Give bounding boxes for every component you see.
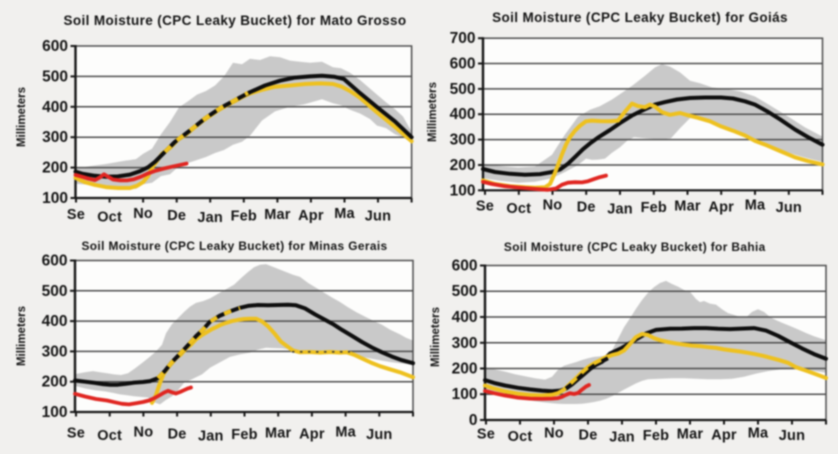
svg-text:500: 500 (452, 283, 478, 300)
svg-text:Mar: Mar (677, 427, 704, 443)
svg-text:Apr: Apr (711, 428, 737, 444)
svg-text:300: 300 (42, 129, 68, 146)
svg-text:400: 400 (450, 106, 476, 123)
svg-text:Ma: Ma (745, 197, 766, 213)
svg-text:300: 300 (452, 335, 478, 352)
svg-text:Oct: Oct (508, 429, 533, 445)
svg-text:No: No (544, 426, 564, 442)
svg-text:600: 600 (452, 258, 478, 275)
svg-text:Feb: Feb (231, 209, 257, 225)
svg-text:200: 200 (42, 160, 68, 177)
svg-text:300: 300 (42, 343, 68, 360)
svg-text:100: 100 (452, 386, 478, 403)
svg-text:100: 100 (42, 404, 68, 421)
svg-text:Se: Se (67, 207, 85, 223)
svg-text:600: 600 (450, 56, 476, 73)
svg-text:Feb: Feb (641, 200, 667, 216)
svg-text:No: No (134, 425, 154, 441)
svg-text:100: 100 (450, 182, 476, 199)
svg-text:Feb: Feb (231, 427, 257, 443)
svg-text:Mar: Mar (674, 199, 701, 215)
svg-text:Soil Moisture (CPC Leaky Bucke: Soil Moisture (CPC Leaky Bucket) for Bah… (504, 240, 766, 254)
svg-text:De: De (579, 427, 598, 443)
svg-text:700: 700 (450, 30, 476, 47)
svg-text:Ma: Ma (334, 206, 355, 222)
svg-text:200: 200 (452, 361, 478, 378)
svg-text:Apr: Apr (299, 427, 325, 443)
svg-text:Se: Se (476, 199, 494, 215)
svg-text:Soil Moisture (CPC Leaky Bucke: Soil Moisture (CPC Leaky Bucket) for Goi… (492, 10, 788, 25)
svg-text:Millimeters: Millimeters (16, 87, 28, 147)
svg-text:Apr: Apr (708, 200, 734, 216)
svg-text:Oct: Oct (97, 428, 122, 444)
svg-text:No: No (133, 206, 153, 222)
svg-text:Se: Se (477, 427, 495, 443)
svg-text:De: De (577, 199, 596, 215)
svg-text:500: 500 (42, 68, 68, 85)
svg-text:Jan: Jan (607, 202, 633, 218)
svg-text:600: 600 (42, 38, 68, 55)
svg-text:Millimeters: Millimeters (16, 306, 28, 366)
svg-text:Ma: Ma (748, 425, 769, 441)
svg-text:Jun: Jun (776, 200, 802, 216)
svg-text:500: 500 (450, 81, 476, 98)
svg-text:Jun: Jun (779, 428, 805, 444)
svg-text:Soil Moisture (CPC Leaky Bucke: Soil Moisture (CPC Leaky Bucket) for Min… (81, 239, 387, 253)
svg-text:Millimeters: Millimeters (427, 82, 439, 142)
svg-text:De: De (167, 208, 186, 224)
svg-text:500: 500 (42, 283, 68, 300)
svg-text:Oct: Oct (97, 209, 122, 225)
svg-text:200: 200 (42, 374, 68, 391)
svg-text:Oct: Oct (506, 201, 531, 217)
svg-text:Mar: Mar (264, 207, 291, 223)
svg-text:Jan: Jan (198, 429, 224, 445)
svg-text:300: 300 (450, 132, 476, 149)
svg-text:Jan: Jan (197, 210, 223, 226)
svg-text:100: 100 (42, 190, 68, 207)
svg-text:400: 400 (42, 313, 68, 330)
svg-text:400: 400 (42, 99, 68, 116)
svg-text:Millimeters: Millimeters (430, 307, 442, 367)
svg-text:Mar: Mar (265, 426, 292, 442)
svg-text:0: 0 (469, 412, 478, 429)
svg-text:No: No (543, 198, 563, 214)
svg-text:Soil Moisture (CPC Leaky Bucke: Soil Moisture (CPC Leaky Bucket) for Mat… (63, 13, 406, 28)
svg-text:200: 200 (450, 157, 476, 174)
svg-text:400: 400 (452, 309, 478, 326)
svg-text:Ma: Ma (335, 424, 356, 440)
svg-text:Feb: Feb (643, 428, 669, 444)
svg-text:Jun: Jun (365, 208, 391, 224)
svg-text:Jan: Jan (609, 430, 635, 446)
svg-text:Se: Se (67, 426, 85, 442)
svg-text:Apr: Apr (298, 208, 324, 224)
svg-text:De: De (168, 426, 187, 442)
svg-text:Jun: Jun (366, 427, 392, 443)
svg-text:600: 600 (42, 253, 68, 270)
